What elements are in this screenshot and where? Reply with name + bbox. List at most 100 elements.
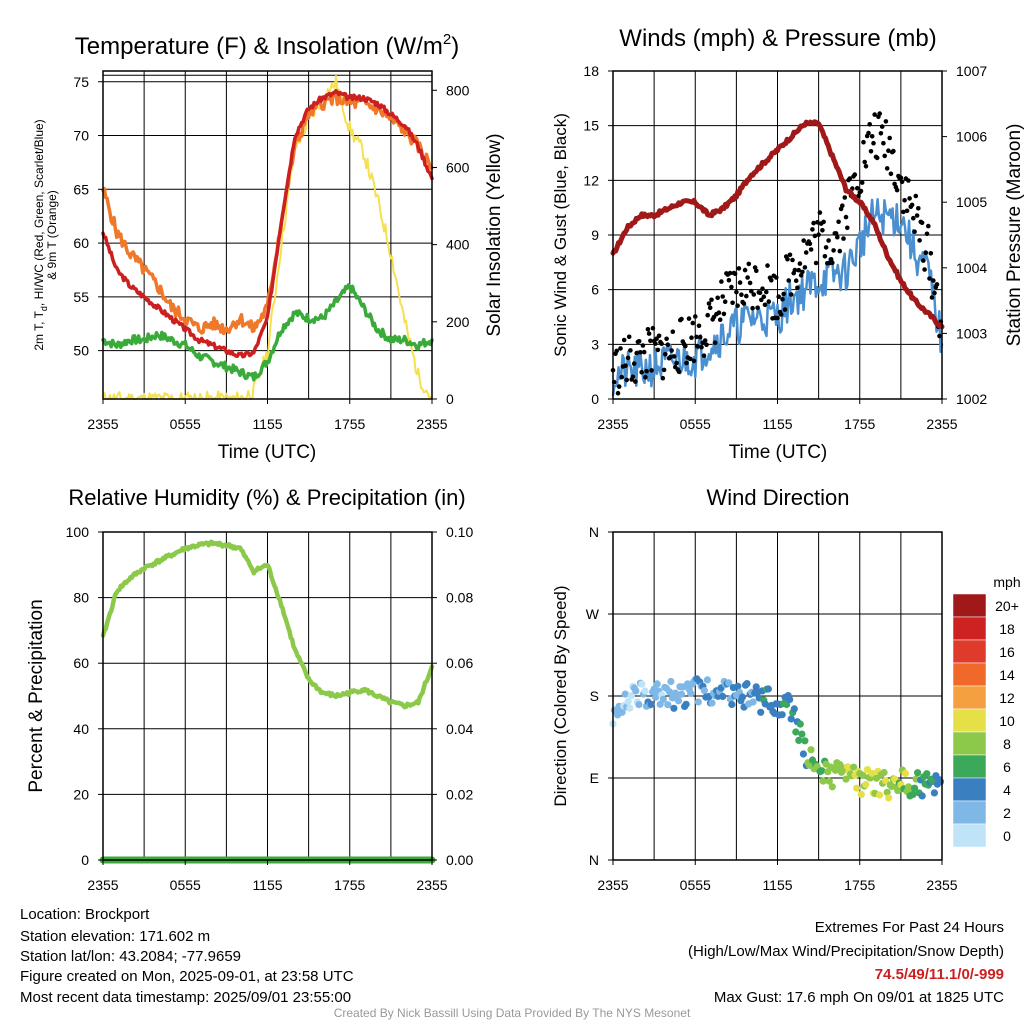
wind-gust-point — [856, 193, 861, 199]
wind-gust-point — [822, 253, 828, 259]
dir-point — [734, 682, 742, 690]
wind-gust-point — [697, 334, 703, 340]
dir-legend-label: 10 — [999, 713, 1015, 729]
wind-gust-point — [926, 223, 931, 229]
dir-point — [792, 728, 800, 736]
wind-gust-point — [689, 335, 694, 341]
wind-gust-point — [645, 327, 651, 332]
dir-point — [719, 692, 727, 701]
dir-point — [819, 777, 827, 785]
wind-gust-point — [894, 187, 900, 193]
temp-y2tick-label: 400 — [446, 237, 470, 253]
rh-y2tick-label: 0.00 — [446, 852, 473, 868]
wind-gust-point — [643, 374, 648, 380]
wind-gust-point — [670, 329, 676, 335]
wind-gust-point — [887, 135, 892, 141]
dir-legend-label: 14 — [999, 667, 1015, 683]
rh-xtick-label: 2355 — [87, 877, 118, 893]
wind-gust-point — [802, 265, 808, 270]
dir-point — [918, 792, 926, 800]
dir-point — [641, 687, 649, 695]
wind-gust-point — [691, 358, 697, 364]
rh-ylabel-left: Percent & Precipitation — [26, 599, 47, 792]
wind-gust-point — [715, 295, 720, 301]
wind-gust-point — [868, 149, 874, 154]
wind-gust-point — [762, 302, 768, 308]
dir-legend-swatch — [952, 800, 987, 825]
dir-point — [682, 700, 690, 708]
wind-ytick-label: 12 — [583, 172, 599, 188]
dir-point — [901, 769, 910, 778]
dir-legend-swatch — [952, 754, 987, 779]
wind-gust-point — [837, 248, 843, 254]
wind-gust-point — [855, 185, 860, 191]
wind-gust-point — [729, 284, 734, 290]
temp-title: Temperature (F) & Insolation (W/m2) — [75, 31, 459, 60]
wind-gust-point — [653, 341, 658, 346]
wind-gust-point — [888, 171, 894, 177]
dir-point — [894, 787, 902, 795]
wind-gust-point — [660, 375, 666, 381]
wind-gust-point — [792, 267, 798, 273]
dir-point — [825, 777, 833, 785]
rh-y2tick-label: 0.08 — [446, 590, 473, 606]
wind-gust-point — [878, 131, 884, 136]
dir-point — [624, 698, 632, 706]
dir-point — [694, 698, 702, 706]
wind-gust-point — [751, 292, 757, 297]
wind-gust-point — [781, 291, 786, 297]
wind-gust-point — [702, 338, 708, 343]
wind-gust-point — [790, 257, 795, 263]
dir-xtick-label: 2355 — [597, 877, 628, 893]
wind-gust-point — [699, 344, 704, 350]
dir-point — [667, 677, 675, 686]
wind-gust-point — [859, 180, 865, 185]
wind-gust-point — [646, 331, 652, 336]
wind-gust-point — [648, 338, 653, 344]
dir-point — [798, 730, 806, 738]
dir-point — [652, 693, 660, 701]
dir-point — [778, 711, 786, 719]
wind-gust-point — [793, 278, 799, 284]
wind-gust-point — [623, 363, 628, 369]
wind-gust-point — [615, 390, 621, 396]
wind-gust-point — [807, 241, 813, 247]
wind-gust-point — [688, 356, 693, 362]
dir-point — [627, 692, 635, 700]
wind-gust-point — [899, 179, 905, 185]
dir-point — [635, 701, 643, 709]
wind-gust-point — [618, 346, 623, 351]
dir-point — [670, 704, 678, 712]
dir-legend-swatch — [952, 731, 987, 756]
dir-point — [862, 780, 870, 789]
dir-point — [801, 737, 809, 745]
wind-gust-point — [665, 342, 671, 348]
wind-gust-point — [640, 343, 646, 348]
extremes-values: 74.5/49/11.1/0/-999 — [874, 966, 1004, 983]
rh-xtick-label: 1755 — [334, 877, 365, 893]
wind-gust-point — [931, 278, 936, 283]
wind-gust-point — [745, 275, 750, 280]
location-text: Location: Brockport — [20, 906, 150, 923]
wind-gust-point — [621, 337, 627, 343]
wind-gust-point — [761, 294, 767, 300]
dir-point — [687, 689, 695, 698]
dir-xtick-label: 0555 — [680, 877, 711, 893]
wind-gust-point — [760, 286, 765, 292]
dir-ytick-label: S — [590, 688, 599, 704]
wind-gust-point — [709, 297, 714, 303]
rh-y2tick-label: 0.10 — [446, 524, 473, 540]
wind-gust-point — [765, 263, 770, 268]
dir-legend-label: 18 — [999, 621, 1015, 637]
dir-point — [885, 794, 893, 802]
dir-legend-label: 0 — [1003, 828, 1011, 844]
wind-gust-point — [630, 374, 636, 380]
dir-point — [659, 695, 667, 703]
wind-gust-point — [737, 280, 743, 285]
wind-gust-point — [668, 354, 673, 360]
wind-gust-point — [883, 119, 889, 124]
wind-gust-point — [706, 301, 712, 306]
dir-legend-title: mph — [993, 574, 1020, 590]
dir-xtick-label: 1155 — [762, 877, 792, 893]
wind-gust-point — [747, 280, 753, 286]
